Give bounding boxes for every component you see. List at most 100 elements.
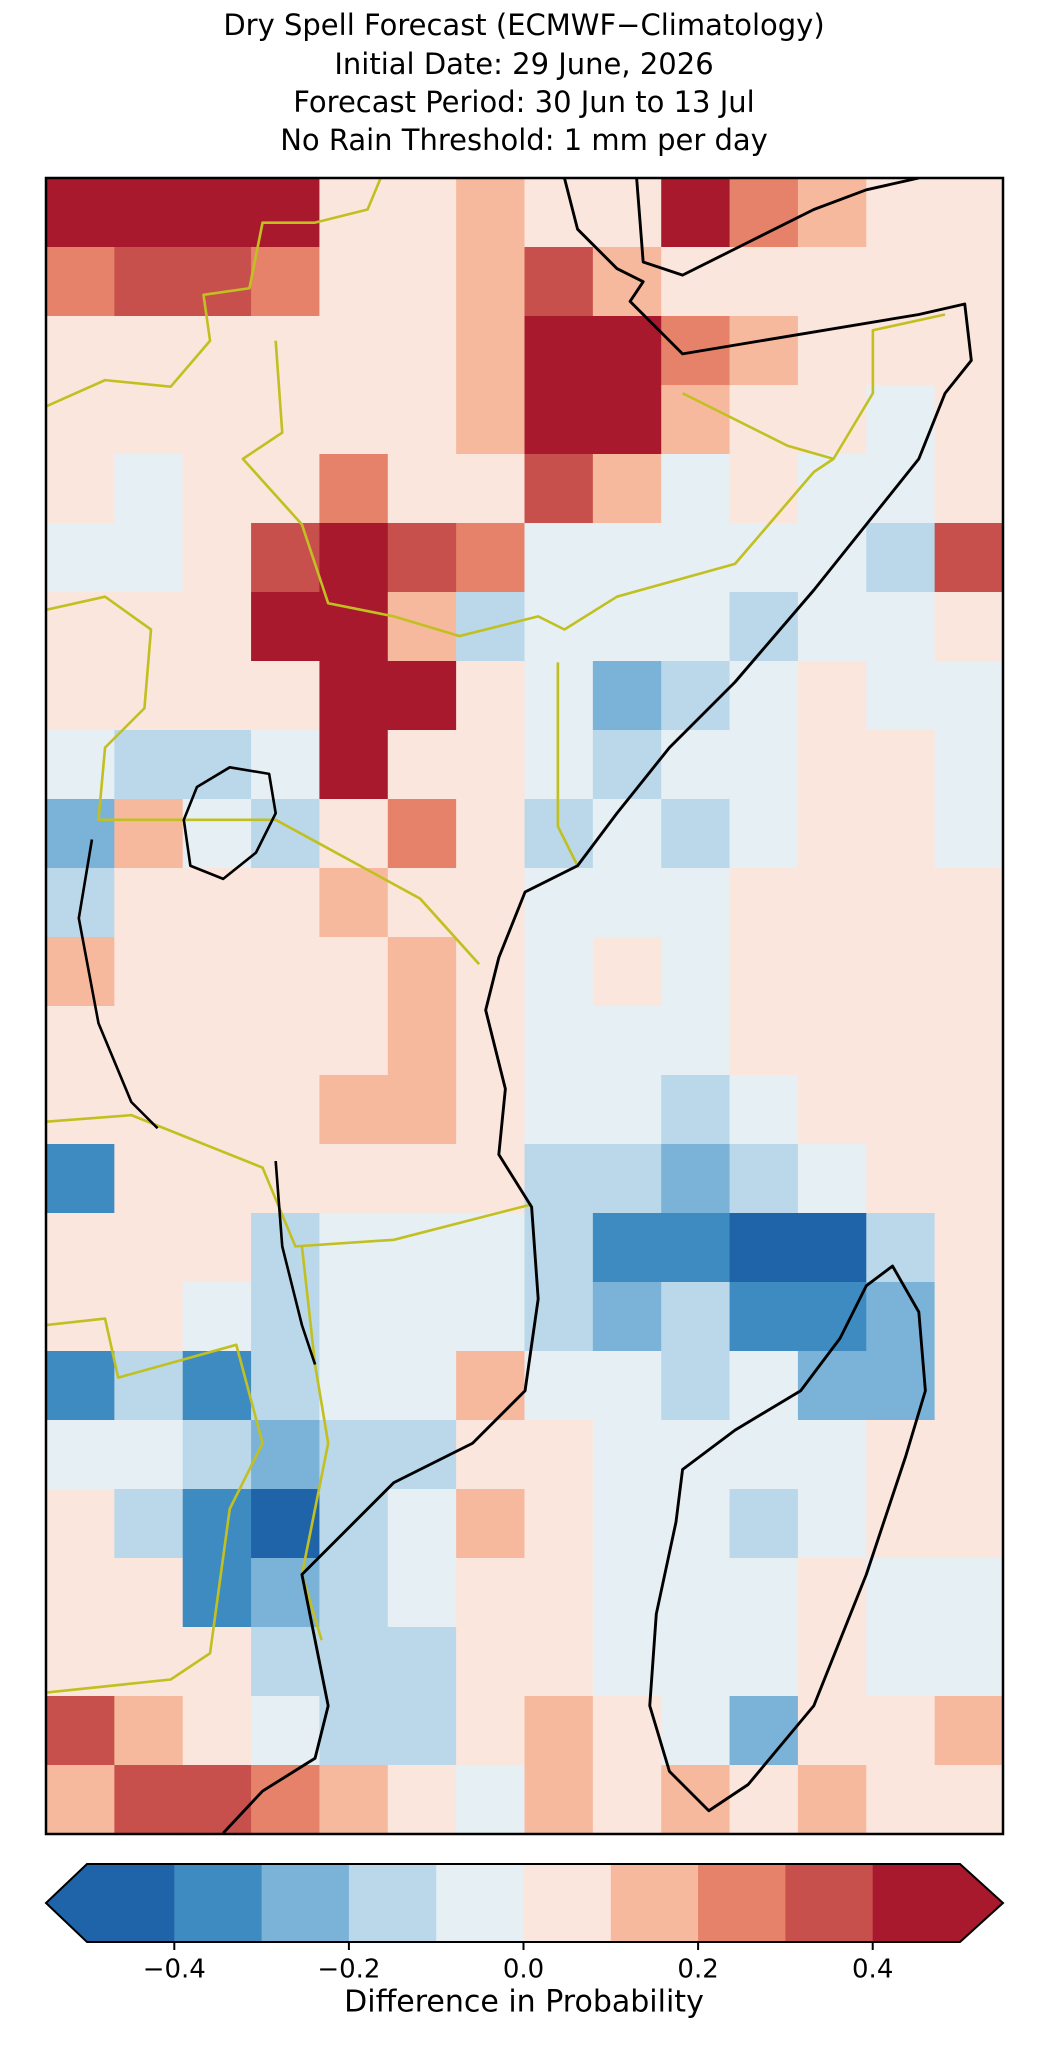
map-frame [44, 176, 1005, 1836]
grid-cell [456, 454, 525, 524]
grid-cell [592, 385, 662, 455]
grid-cell [387, 730, 457, 800]
grid-cell [114, 1420, 184, 1490]
grid-cell [456, 1558, 525, 1628]
grid-cell [319, 454, 389, 524]
grid-cell [46, 178, 115, 248]
grid-cell [46, 592, 115, 662]
colorbar-tick-label: −0.2 [317, 1955, 380, 1985]
colorbar-label: Difference in Probability [344, 1985, 704, 2020]
grid-cell [592, 1075, 662, 1145]
colorbar-tick-label: 0.2 [677, 1955, 718, 1985]
grid-cell [46, 1213, 115, 1283]
grid-cell [251, 592, 320, 662]
grid-cell [456, 1489, 525, 1559]
grid-cell [729, 247, 799, 317]
grid-cell [524, 868, 594, 938]
grid-cell [114, 1144, 184, 1214]
grid-cell [456, 799, 525, 869]
grid-cell [319, 1282, 389, 1352]
grid-cell [46, 1006, 115, 1076]
grid-cell [661, 1144, 731, 1214]
title-line: Dry Spell Forecast (ECMWF−Climatology) [223, 8, 824, 42]
grid-cell [182, 1489, 252, 1559]
grid-cell [661, 1558, 731, 1628]
grid-cell [319, 1627, 389, 1697]
title-line: Forecast Period: 30 Jun to 13 Jul [293, 85, 754, 119]
grid-cell [524, 1351, 594, 1421]
grid-cell [524, 1006, 594, 1076]
grid-cell [934, 1765, 1003, 1834]
colorbar-segment [610, 1864, 699, 1942]
grid-cell [114, 1696, 184, 1766]
grid-cell [797, 1351, 867, 1421]
grid-cell [456, 1075, 525, 1145]
grid-cell [866, 799, 936, 869]
grid-cell [797, 1765, 867, 1834]
grid-cell [114, 799, 184, 869]
grid-cell [251, 868, 320, 938]
grid-cell [456, 1213, 525, 1283]
grid-cell [387, 1627, 457, 1697]
grid-cell [524, 1696, 594, 1766]
grid-cell [524, 385, 594, 455]
title-line: No Rain Threshold: 1 mm per day [280, 123, 768, 157]
colorbar-segment [785, 1864, 874, 1942]
grid-cell [182, 1696, 252, 1766]
grid-cell [251, 1075, 320, 1145]
grid-cell [797, 523, 867, 593]
grid-cell [524, 1627, 594, 1697]
grid-cell [456, 1696, 525, 1766]
grid-cell [934, 454, 1003, 524]
grid-cell [592, 730, 662, 800]
grid-cell [592, 799, 662, 869]
grid-cell [456, 523, 525, 593]
grid-cell [319, 1696, 389, 1766]
grid-cell [592, 661, 662, 731]
grid-cell [524, 454, 594, 524]
grid-cell [934, 1282, 1003, 1352]
grid-cell [114, 1558, 184, 1628]
grid-cell [661, 1075, 731, 1145]
grid-cell [934, 1627, 1003, 1697]
coastline [222, 178, 973, 1834]
grid-cell [934, 385, 1003, 455]
grid-cells [46, 178, 1003, 1834]
grid-cell [114, 730, 184, 800]
grid-cell [661, 661, 731, 731]
grid-cell [46, 454, 115, 524]
grid-cell [319, 937, 389, 1007]
grid-cell [182, 799, 252, 869]
grid-cell [182, 1420, 252, 1490]
colorbar-segment [348, 1864, 437, 1942]
grid-cell [934, 1351, 1003, 1421]
grid-cell [797, 937, 867, 1007]
grid-cell [797, 385, 867, 455]
grid-cell [46, 799, 115, 869]
grid-cell [729, 1144, 799, 1214]
grid-cell [46, 1351, 115, 1421]
grid-cell [387, 1558, 457, 1628]
grid-cell [456, 1765, 525, 1834]
grid-cell [387, 1489, 457, 1559]
grid-cell [592, 523, 662, 593]
grid-cell [46, 316, 115, 386]
grid-cell [866, 592, 936, 662]
grid-cell [114, 1282, 184, 1352]
grid-cell [251, 1627, 320, 1697]
grid-cell [866, 1213, 936, 1283]
grid-cell [46, 1282, 115, 1352]
grid-cell [251, 1351, 320, 1421]
grid-cell [319, 1006, 389, 1076]
grid-cell [866, 523, 936, 593]
grid-cell [934, 661, 1003, 731]
grid-cell [251, 730, 320, 800]
grid-cell [524, 523, 594, 593]
grid-cell [114, 178, 184, 248]
grid-cell [729, 316, 799, 386]
grid-cell [182, 1213, 252, 1283]
grid-cell [387, 454, 457, 524]
grid-cell [456, 385, 525, 455]
grid-cell [866, 868, 936, 938]
